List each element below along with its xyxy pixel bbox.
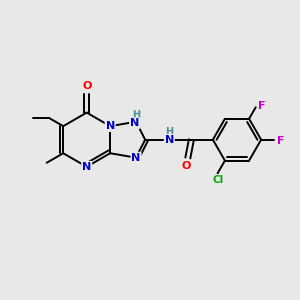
Text: F: F <box>277 136 285 146</box>
Text: Cl: Cl <box>212 175 224 185</box>
Text: N: N <box>130 118 139 128</box>
Text: H: H <box>165 127 173 137</box>
Text: N: N <box>165 135 174 145</box>
Text: O: O <box>82 81 92 91</box>
Text: N: N <box>106 121 115 131</box>
Text: H: H <box>132 110 140 120</box>
Text: F: F <box>258 101 266 111</box>
Text: O: O <box>182 161 191 171</box>
Text: N: N <box>131 153 141 163</box>
Text: N: N <box>82 162 91 172</box>
